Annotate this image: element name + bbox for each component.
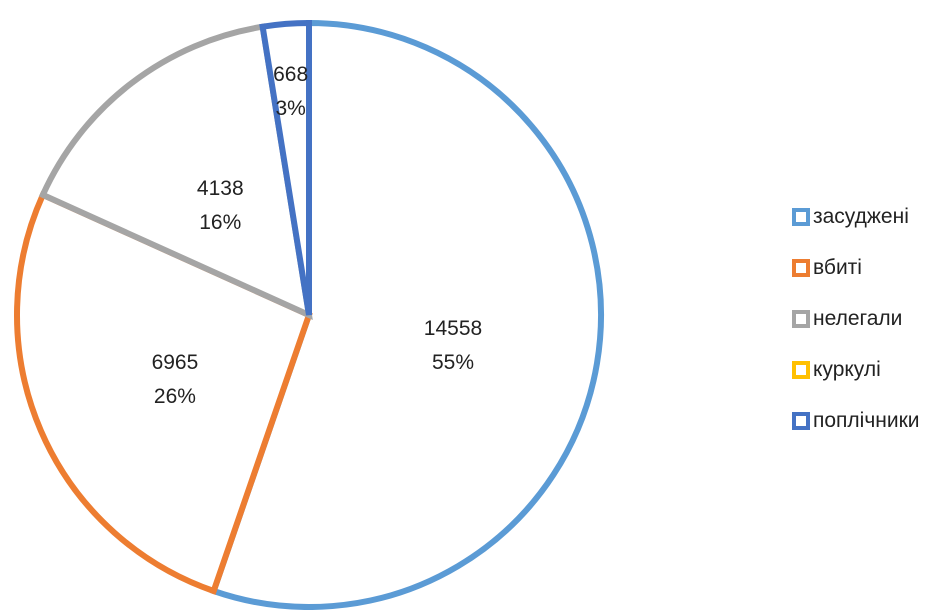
data-label-percent: 3% [275,97,305,120]
data-label-percent: 16% [199,211,241,234]
pie-slice-vbyti [14,190,313,595]
legend-label: вбиті [813,256,862,279]
legend-swatch-zasudzheni [792,208,810,226]
chart-legend: засуджені вбиті нелегали куркулі поплічн… [792,204,920,459]
legend-item-zasudzheni: засуджені [792,204,920,230]
data-label-poplichnyky: 668 3% [273,63,308,120]
data-label-vbyti: 6965 26% [152,351,199,408]
data-label-value: 6965 [152,351,199,374]
data-label-value: 4138 [197,177,244,200]
pie-slice-nelehaly [38,23,313,321]
legend-label: поплічники [813,409,920,432]
data-label-value: 14558 [424,317,482,340]
pie-data-labels: 14558 55%6965 26%4138 16%668 3% [152,63,483,408]
legend-item-vbyti: вбиті [792,255,920,281]
data-label-nelehaly: 4138 16% [197,177,244,234]
data-label-percent: 55% [432,351,474,374]
legend-swatch-vbyti [792,259,810,277]
data-label-percent: 26% [154,385,196,408]
legend-swatch-poplichnyky [792,412,810,430]
legend-item-kurkuli: куркулі [792,357,920,383]
data-label-zasudzheni: 14558 55% [424,317,482,374]
legend-label: нелегали [813,307,903,330]
pie-slice-poplichnyky [259,19,312,316]
legend-label: засуджені [813,205,909,228]
pie-slices [14,19,604,610]
data-label-value: 668 [273,63,308,86]
legend-swatch-kurkuli [792,361,810,379]
legend-label: куркулі [813,358,881,381]
legend-item-poplichnyky: поплічники [792,408,920,434]
legend-item-nelehaly: нелегали [792,306,920,332]
legend-swatch-nelehaly [792,310,810,328]
